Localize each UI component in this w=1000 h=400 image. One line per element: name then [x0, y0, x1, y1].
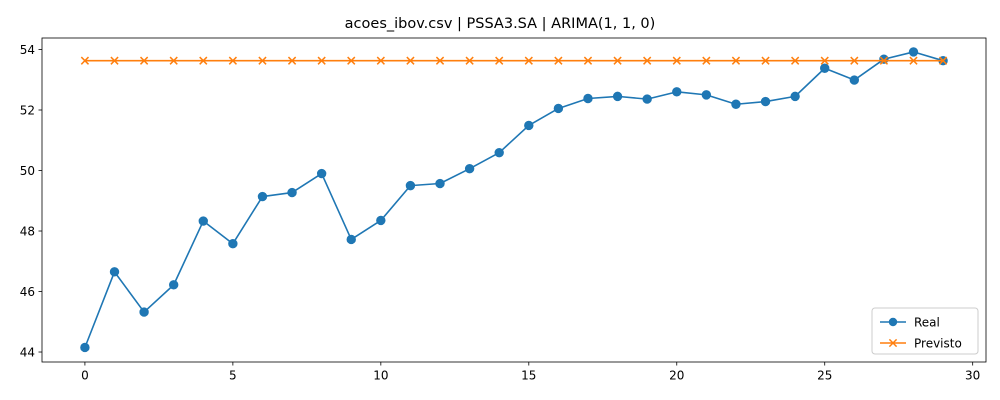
y-tick-label: 44 [20, 345, 35, 359]
data-point-previsto [909, 56, 918, 65]
data-point-real [80, 342, 90, 353]
data-point-previsto [376, 56, 385, 65]
data-point-real [405, 180, 416, 191]
legend: Real Previsto [871, 307, 979, 355]
data-point-real [139, 307, 149, 317]
data-point-previsto [258, 56, 267, 65]
data-point-previsto [465, 56, 474, 65]
axes-frame [41, 37, 987, 363]
data-point-real [376, 215, 386, 226]
x-tick-label: 10 [373, 369, 388, 383]
legend-marker-real [888, 317, 898, 327]
data-point-real [257, 191, 268, 202]
data-point-real [494, 147, 504, 158]
data-point-real [316, 168, 327, 179]
data-point-real [109, 267, 120, 277]
data-point-real [790, 91, 800, 102]
y-tick-label: 46 [20, 285, 35, 299]
x-tick-label: 25 [817, 369, 832, 383]
data-point-real [228, 239, 238, 249]
data-point-real [849, 75, 860, 85]
data-point-previsto [524, 56, 533, 65]
data-point-real [168, 280, 179, 290]
data-point-real [524, 120, 534, 131]
data-point-real [346, 234, 356, 245]
data-point-real [612, 91, 623, 102]
data-point-real [583, 93, 593, 104]
data-point-real [731, 99, 741, 109]
data-point-previsto [583, 56, 593, 65]
data-point-previsto [850, 56, 859, 65]
data-point-real [464, 163, 475, 174]
y-tick-label: 50 [20, 164, 35, 178]
data-point-previsto [643, 56, 652, 65]
series-line-real [84, 51, 944, 348]
data-point-previsto [80, 56, 90, 65]
y-axis-ticks: 44 46 48 50 52 54 [20, 43, 42, 359]
data-point-real [553, 103, 564, 114]
y-tick-label: 52 [20, 103, 35, 117]
data-point-real [760, 96, 771, 107]
data-point-real [879, 54, 889, 64]
x-tick-label: 15 [521, 369, 536, 383]
data-point-previsto [761, 56, 770, 65]
series-layer [80, 47, 948, 353]
x-tick-label: 0 [81, 369, 89, 383]
data-point-previsto [139, 56, 149, 65]
y-tick-label: 48 [20, 224, 35, 238]
data-point-previsto [495, 56, 504, 65]
data-point-previsto [672, 56, 681, 65]
data-point-real [287, 187, 297, 198]
data-point-previsto [554, 56, 563, 65]
plot-area [41, 37, 987, 363]
y-tick-label: 54 [20, 43, 35, 57]
legend-label-previsto: Previsto [914, 336, 962, 350]
x-tick-label: 5 [229, 369, 237, 383]
data-point-real [820, 63, 830, 73]
data-point-previsto [613, 56, 622, 65]
data-point-previsto [820, 56, 829, 65]
x-tick-label: 20 [669, 369, 684, 383]
data-point-real [642, 94, 652, 104]
chart-title: acoes_ibov.csv | PSSA3.SA | ARIMA(1, 1, … [345, 16, 656, 32]
data-point-previsto [702, 56, 711, 65]
data-point-previsto [879, 56, 889, 65]
data-point-previsto [406, 56, 415, 65]
data-point-previsto [731, 56, 741, 65]
data-point-previsto [110, 56, 119, 65]
data-point-real [672, 87, 682, 97]
data-point-real [435, 178, 445, 189]
data-point-previsto [790, 56, 800, 65]
data-point-real [198, 216, 208, 226]
data-point-previsto [317, 56, 326, 65]
x-tick-label: 30 [965, 369, 980, 383]
data-point-real [701, 90, 712, 100]
data-point-real [908, 47, 919, 57]
data-point-previsto [435, 56, 445, 65]
data-point-previsto [287, 56, 297, 65]
data-point-previsto [199, 56, 208, 65]
data-point-previsto [228, 56, 238, 65]
data-point-previsto [169, 56, 178, 65]
data-point-previsto [938, 56, 948, 65]
data-point-previsto [347, 56, 356, 65]
x-axis-ticks: 0 5 10 15 20 25 30 [81, 362, 980, 383]
legend-label-real: Real [914, 315, 940, 329]
legend-marker-previsto [888, 338, 898, 348]
